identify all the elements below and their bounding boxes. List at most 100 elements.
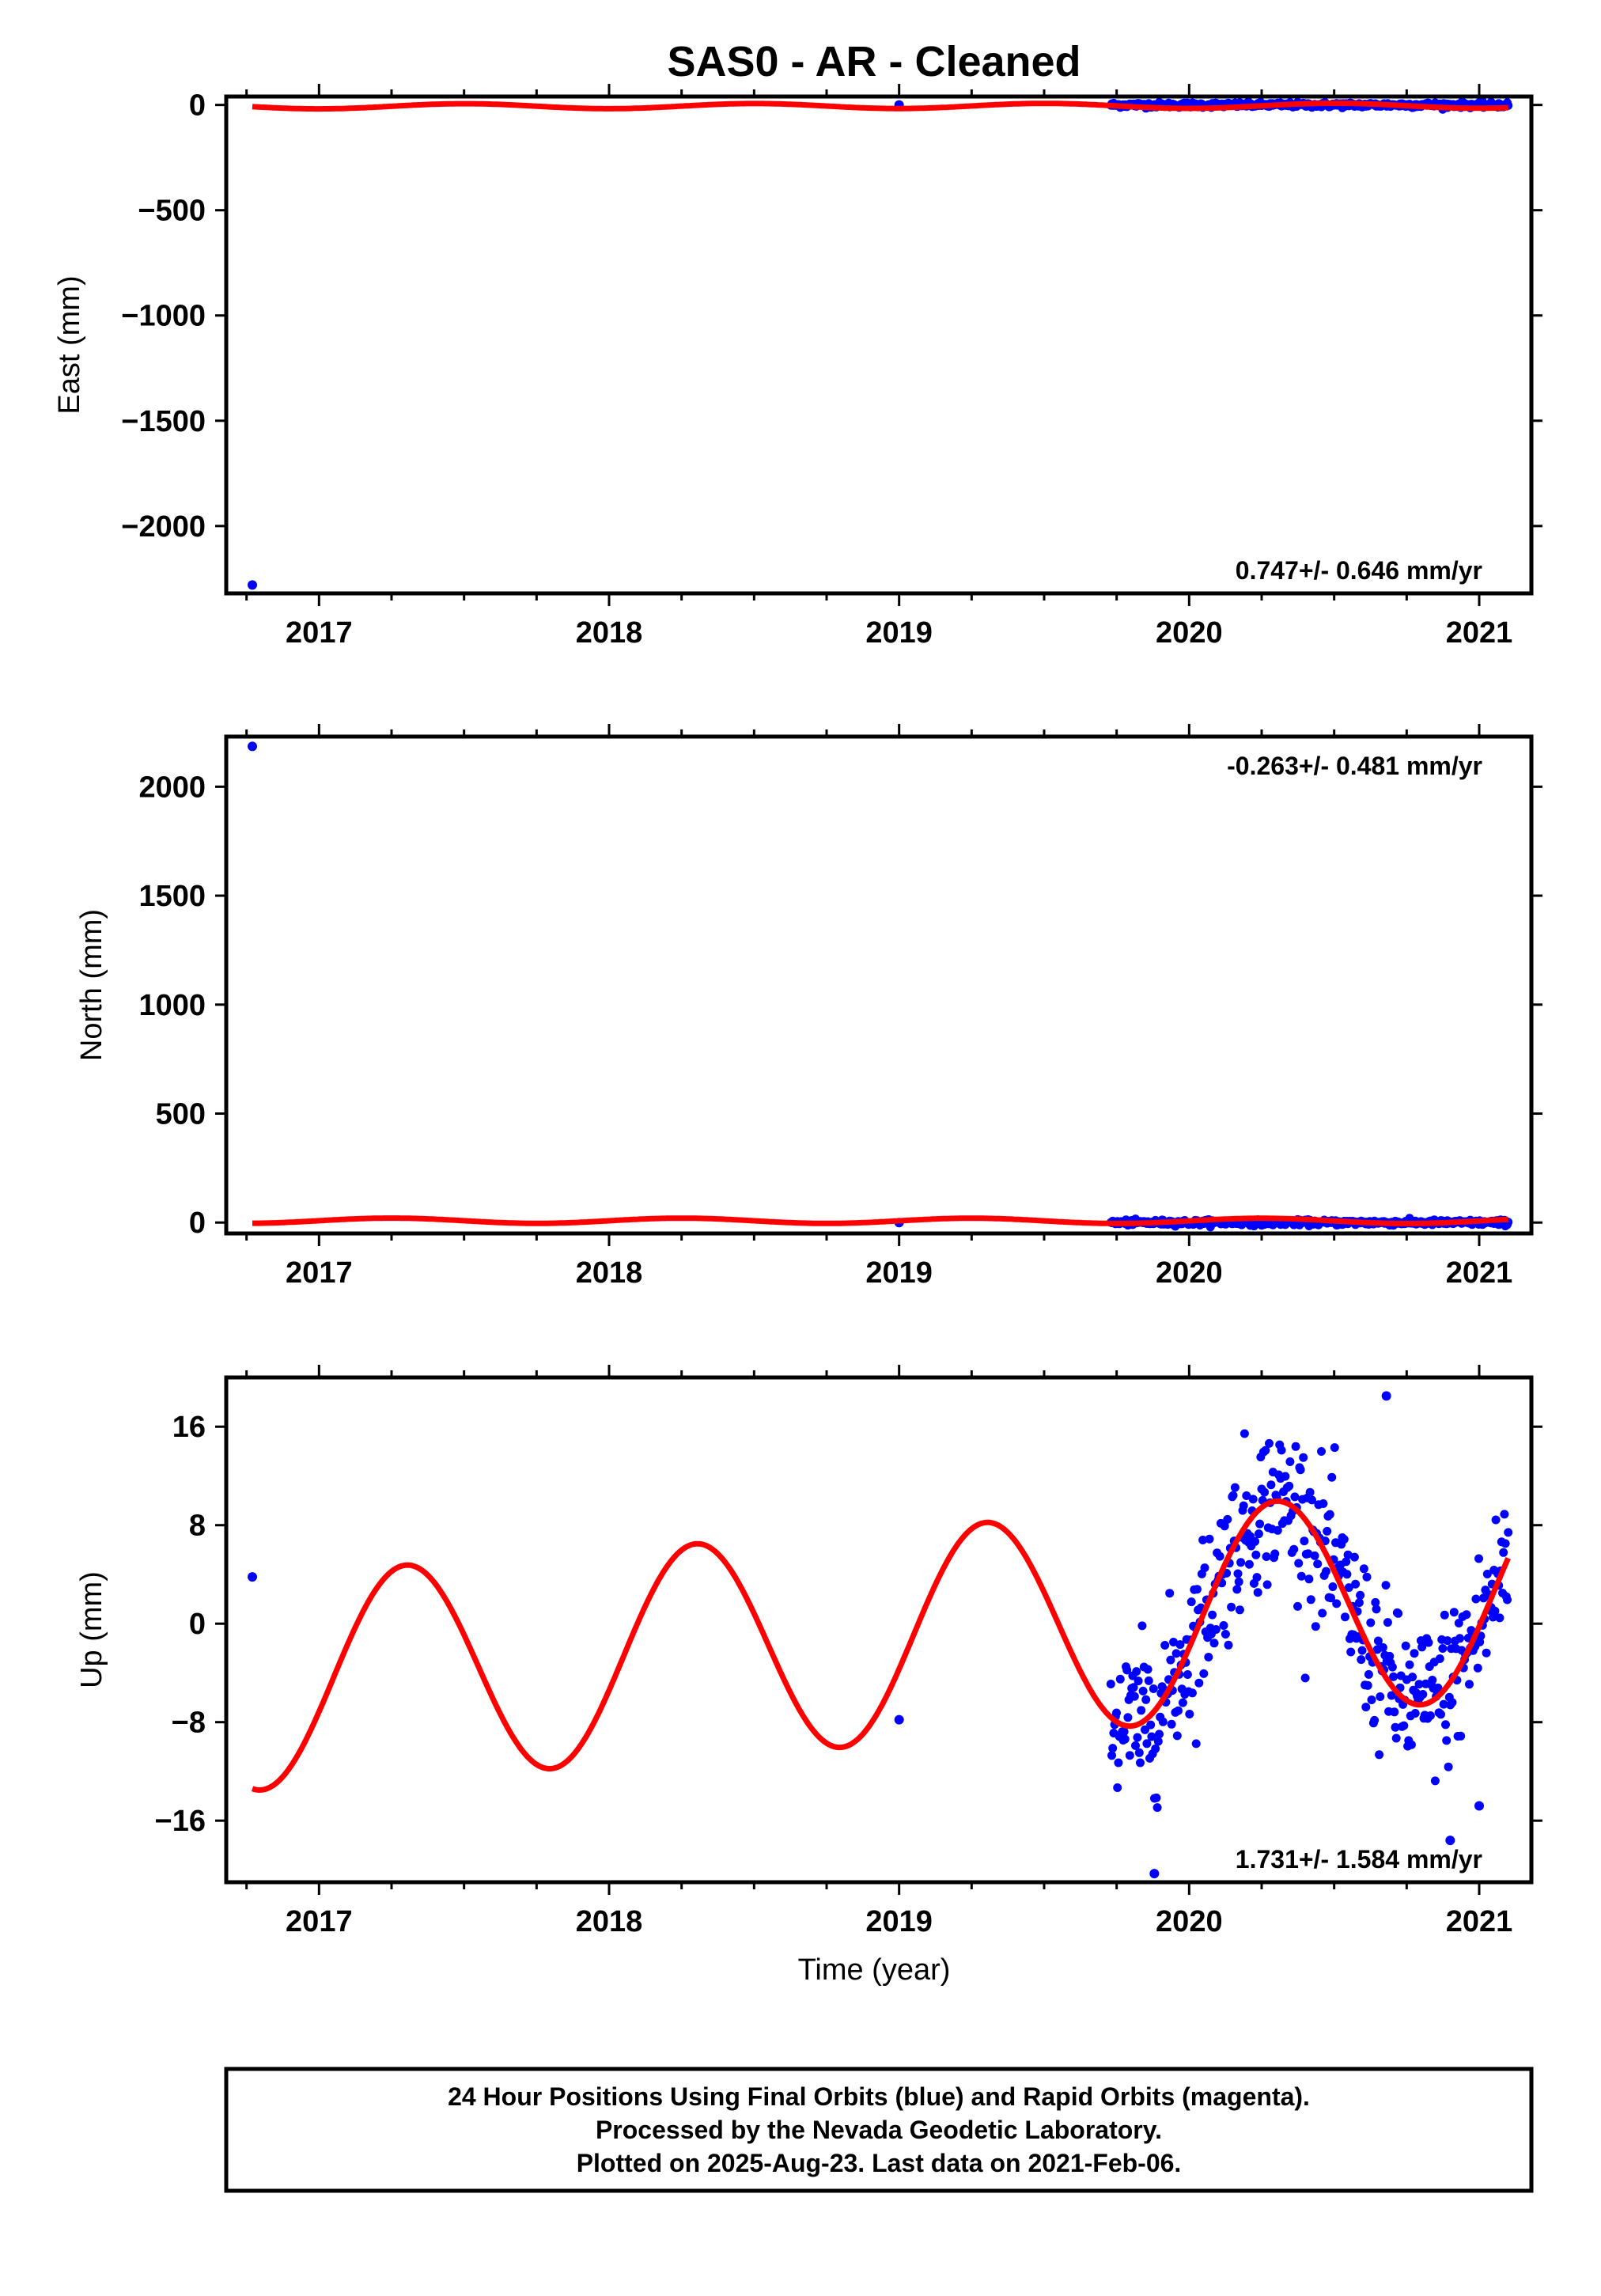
footer-line-3: Plotted on 2025-Aug-23. Last data on 202… <box>577 2149 1182 2177</box>
data-point <box>1113 1783 1122 1792</box>
data-point <box>1473 1663 1482 1673</box>
data-point <box>1482 1570 1492 1578</box>
data-point <box>1290 1492 1300 1502</box>
data-point <box>1443 1636 1452 1646</box>
data-point <box>1141 1725 1149 1734</box>
data-point <box>1171 1649 1181 1658</box>
data-point <box>1430 1776 1440 1786</box>
data-point <box>1381 1581 1391 1590</box>
data-point <box>1251 1536 1260 1546</box>
data-point <box>1119 1727 1129 1737</box>
chart-title: SAS0 - AR - Cleaned <box>667 38 1081 85</box>
data-point <box>1376 1692 1385 1701</box>
data-point <box>1291 1442 1300 1451</box>
data-point <box>1363 1680 1372 1690</box>
panel-north: 0 500 1000 1500 2000 2017 2018 2019 2020 2021 Nort… <box>75 724 1542 1290</box>
data-point <box>1248 1495 1258 1504</box>
data-point <box>1143 1665 1152 1674</box>
data-point <box>1304 1574 1314 1584</box>
data-point <box>1125 1751 1134 1760</box>
data-point <box>1160 1641 1170 1650</box>
data-point <box>894 1714 904 1725</box>
data-point <box>1232 1585 1242 1594</box>
data-point <box>1449 1608 1459 1617</box>
data-point <box>1433 1683 1443 1692</box>
data-point <box>1174 1706 1183 1715</box>
data-point <box>1137 1706 1146 1715</box>
data-point <box>1300 1536 1309 1546</box>
data-point <box>1456 1731 1466 1741</box>
y-tick-label: −8 <box>172 1707 206 1740</box>
data-point <box>1495 1613 1504 1623</box>
data-point <box>1175 1640 1185 1650</box>
data-point <box>1299 1453 1308 1462</box>
data-point <box>1106 1680 1115 1688</box>
data-point <box>1455 1634 1464 1643</box>
data-point <box>1471 1594 1481 1604</box>
data-point <box>1236 1558 1246 1567</box>
data-point <box>1501 1539 1510 1548</box>
data-point <box>1439 1699 1448 1709</box>
data-point <box>1227 1602 1236 1612</box>
x-tick-label: 2017 <box>286 1905 353 1938</box>
y-tick-label: −1000 <box>121 300 206 333</box>
data-point <box>1221 1630 1230 1639</box>
data-point <box>1251 1550 1261 1559</box>
y-tick-label: 0 <box>189 89 206 123</box>
data-point <box>1169 1638 1178 1646</box>
data-point <box>1317 1447 1326 1456</box>
plot-frame-up <box>224 1375 1534 1885</box>
data-point <box>1319 1499 1328 1508</box>
data-point <box>1262 1552 1271 1561</box>
data-point <box>1361 1703 1371 1712</box>
data-point <box>1390 1707 1399 1717</box>
data-point <box>1134 1677 1143 1686</box>
data-point <box>1373 1636 1383 1646</box>
data-point <box>1167 1719 1176 1729</box>
data-point <box>1381 1391 1391 1401</box>
data-point <box>1394 1608 1403 1618</box>
data-point <box>1418 1690 1428 1699</box>
data-point <box>1147 1732 1156 1741</box>
data-point <box>1343 1550 1353 1559</box>
data-point <box>1424 1638 1433 1647</box>
data-point <box>1155 1730 1164 1739</box>
data-point <box>1474 1554 1483 1563</box>
data-point <box>1120 1734 1130 1744</box>
y-tick-label: −1500 <box>121 405 206 438</box>
data-point <box>248 580 257 590</box>
data-point <box>1325 1510 1334 1519</box>
data-point <box>1285 1481 1294 1491</box>
data-point <box>1305 1487 1315 1497</box>
data-point <box>1491 1515 1501 1525</box>
data-point <box>1296 1465 1305 1475</box>
data-point <box>1444 1762 1453 1771</box>
y-tick-label: 8 <box>189 1510 206 1543</box>
data-point <box>1304 1549 1313 1559</box>
data-point <box>1378 1642 1387 1652</box>
data-point <box>1344 1583 1353 1593</box>
data-point <box>1152 1793 1161 1802</box>
footer-box: 24 Hour Positions Using Final Orbits (bl… <box>224 2067 1534 2193</box>
data-point <box>1192 1585 1202 1594</box>
rate-label-north: -0.263+/- 0.481 mm/yr <box>1227 752 1482 780</box>
data-point <box>1438 1644 1448 1653</box>
data-point <box>1462 1610 1471 1620</box>
data-point <box>1224 1640 1233 1650</box>
data-point <box>1108 1744 1118 1753</box>
plot-frame-east <box>224 94 1534 596</box>
data-point <box>1277 1445 1286 1455</box>
data-point <box>1191 1739 1201 1749</box>
data-point <box>1436 1710 1445 1719</box>
data-point <box>1327 1472 1337 1482</box>
data-point <box>1129 1683 1138 1692</box>
data-point <box>1205 1534 1214 1544</box>
x-tick-label: 2021 <box>1446 1256 1513 1290</box>
data-point <box>1425 1711 1435 1720</box>
data-point <box>1310 1551 1319 1560</box>
data-point <box>1131 1741 1140 1750</box>
data-point <box>1254 1529 1263 1539</box>
data-point <box>1414 1680 1424 1689</box>
data-point <box>1503 1595 1512 1605</box>
data-point <box>1389 1672 1399 1681</box>
